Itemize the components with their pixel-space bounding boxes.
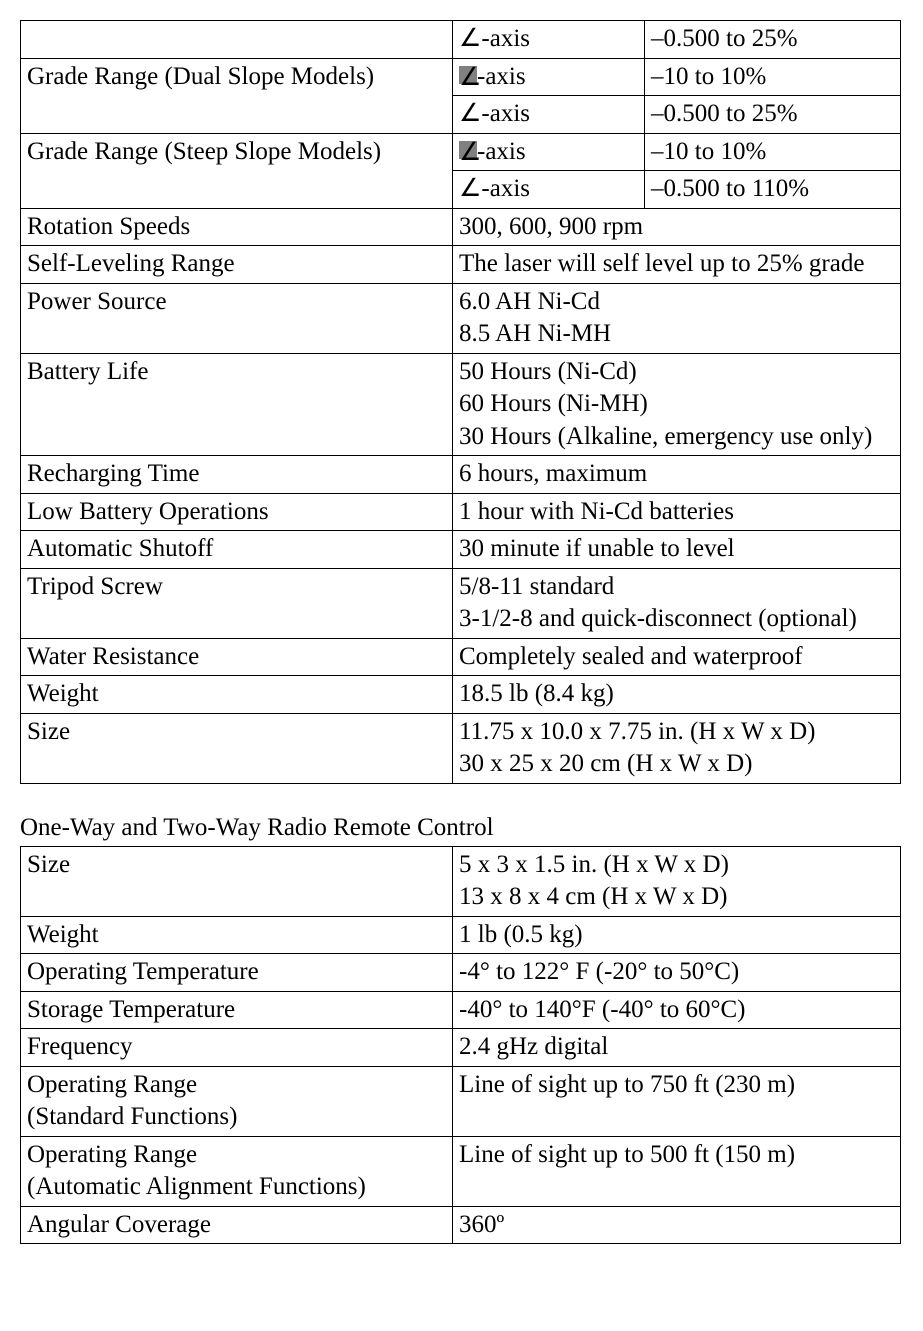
table-row: Operating Range(Standard Functions)Line … (21, 1066, 901, 1136)
spec-value: 5/8-11 standard3-1/2-8 and quick-disconn… (453, 568, 901, 638)
spec-value: 11.75 x 10.0 x 7.75 in. (H x W x D)30 x … (453, 713, 901, 783)
axis-cell: ∠-axis (453, 21, 645, 59)
angle-icon: ∠ (459, 141, 477, 159)
table-row: Tripod Screw5/8-11 standard3-1/2-8 and q… (21, 568, 901, 638)
spec-value: 2.4 gHz digital (453, 1029, 901, 1067)
spec-value: 18.5 lb (8.4 kg) (453, 676, 901, 714)
spec-label: Power Source (21, 283, 453, 353)
spec-value: 6.0 AH Ni-Cd8.5 AH Ni-MH (453, 283, 901, 353)
spec-value: 360º (453, 1206, 901, 1244)
spec-value: 50 Hours (Ni-Cd)60 Hours (Ni-MH)30 Hours… (453, 353, 901, 456)
spec-label: Operating Range(Automatic Alignment Func… (21, 1136, 453, 1206)
table-row: Operating Temperature-4° to 122° F (-20°… (21, 954, 901, 992)
table-row: Size11.75 x 10.0 x 7.75 in. (H x W x D)3… (21, 713, 901, 783)
spec-value: Line of sight up to 750 ft (230 m) (453, 1066, 901, 1136)
spec-label: Operating Temperature (21, 954, 453, 992)
table-row: Frequency2.4 gHz digital (21, 1029, 901, 1067)
table-row: Angular Coverage360º (21, 1206, 901, 1244)
spec-value: 6 hours, maximum (453, 456, 901, 494)
table-row: Operating Range(Automatic Alignment Func… (21, 1136, 901, 1206)
spec-value: 5 x 3 x 1.5 in. (H x W x D)13 x 8 x 4 cm… (453, 846, 901, 916)
spec-label: Angular Coverage (21, 1206, 453, 1244)
spec-label: Low Battery Operations (21, 493, 453, 531)
spec-label: Recharging Time (21, 456, 453, 494)
spec-value: -4° to 122° F (-20° to 50°C) (453, 954, 901, 992)
table-row: ∠-axis–0.500 to 25% (21, 21, 901, 59)
angle-icon: ∠ (459, 175, 481, 202)
table-row: Battery Life50 Hours (Ni-Cd)60 Hours (Ni… (21, 353, 901, 456)
spec-value: –0.500 to 110% (645, 171, 901, 209)
table-row: Grade Range (Dual Slope Models)∠-axis–10… (21, 58, 901, 96)
section-title: One-Way and Two-Way Radio Remote Control (20, 814, 903, 842)
spec-value: 30 minute if unable to level (453, 531, 901, 569)
spec-label: Grade Range (Dual Slope Models) (21, 58, 453, 133)
table-row: Weight18.5 lb (8.4 kg) (21, 676, 901, 714)
angle-icon: ∠ (459, 66, 477, 84)
table-row: Weight1 lb (0.5 kg) (21, 916, 901, 954)
spec-table-2: Size5 x 3 x 1.5 in. (H x W x D)13 x 8 x … (20, 846, 901, 1245)
spec-value: 300, 600, 900 rpm (453, 208, 901, 246)
spec-table-1: ∠-axis–0.500 to 25%Grade Range (Dual Slo… (20, 20, 901, 784)
angle-icon: ∠ (459, 100, 481, 127)
table-row: Power Source6.0 AH Ni-Cd8.5 AH Ni-MH (21, 283, 901, 353)
spec-label: Water Resistance (21, 638, 453, 676)
spec-label: Size (21, 713, 453, 783)
spec-label: Weight (21, 916, 453, 954)
spec-value: –10 to 10% (645, 133, 901, 171)
spec-label: Self-Leveling Range (21, 246, 453, 284)
spec-value: –0.500 to 25% (645, 96, 901, 134)
spec-value: The laser will self level up to 25% grad… (453, 246, 901, 284)
spec-value: 1 hour with Ni-Cd batteries (453, 493, 901, 531)
spec-value: –0.500 to 25% (645, 21, 901, 59)
spec-value: Line of sight up to 500 ft (150 m) (453, 1136, 901, 1206)
table-row: Low Battery Operations1 hour with Ni-Cd … (21, 493, 901, 531)
axis-cell: ∠-axis (453, 171, 645, 209)
spec-label (21, 21, 453, 59)
axis-cell: ∠-axis (453, 96, 645, 134)
spec-label: Grade Range (Steep Slope Models) (21, 133, 453, 208)
spec-label: Size (21, 846, 453, 916)
spec-label: Weight (21, 676, 453, 714)
angle-icon: ∠ (459, 25, 481, 52)
spec-value: -40° to 140°F (-40° to 60°C) (453, 991, 901, 1029)
table-row: Self-Leveling RangeThe laser will self l… (21, 246, 901, 284)
spec-label: Battery Life (21, 353, 453, 456)
axis-cell: ∠-axis (453, 58, 645, 96)
table-row: Automatic Shutoff30 minute if unable to … (21, 531, 901, 569)
table-row: Storage Temperature-40° to 140°F (-40° t… (21, 991, 901, 1029)
spec-label: Tripod Screw (21, 568, 453, 638)
spec-label: Automatic Shutoff (21, 531, 453, 569)
axis-cell: ∠-axis (453, 133, 645, 171)
table-row: Water ResistanceCompletely sealed and wa… (21, 638, 901, 676)
spec-value: 1 lb (0.5 kg) (453, 916, 901, 954)
table-row: Size5 x 3 x 1.5 in. (H x W x D)13 x 8 x … (21, 846, 901, 916)
spec-value: –10 to 10% (645, 58, 901, 96)
spec-label: Rotation Speeds (21, 208, 453, 246)
spec-label: Frequency (21, 1029, 453, 1067)
spec-label: Operating Range(Standard Functions) (21, 1066, 453, 1136)
spec-label: Storage Temperature (21, 991, 453, 1029)
table-row: Grade Range (Steep Slope Models)∠-axis–1… (21, 133, 901, 171)
table-row: Recharging Time6 hours, maximum (21, 456, 901, 494)
spec-value: Completely sealed and waterproof (453, 638, 901, 676)
table-row: Rotation Speeds300, 600, 900 rpm (21, 208, 901, 246)
